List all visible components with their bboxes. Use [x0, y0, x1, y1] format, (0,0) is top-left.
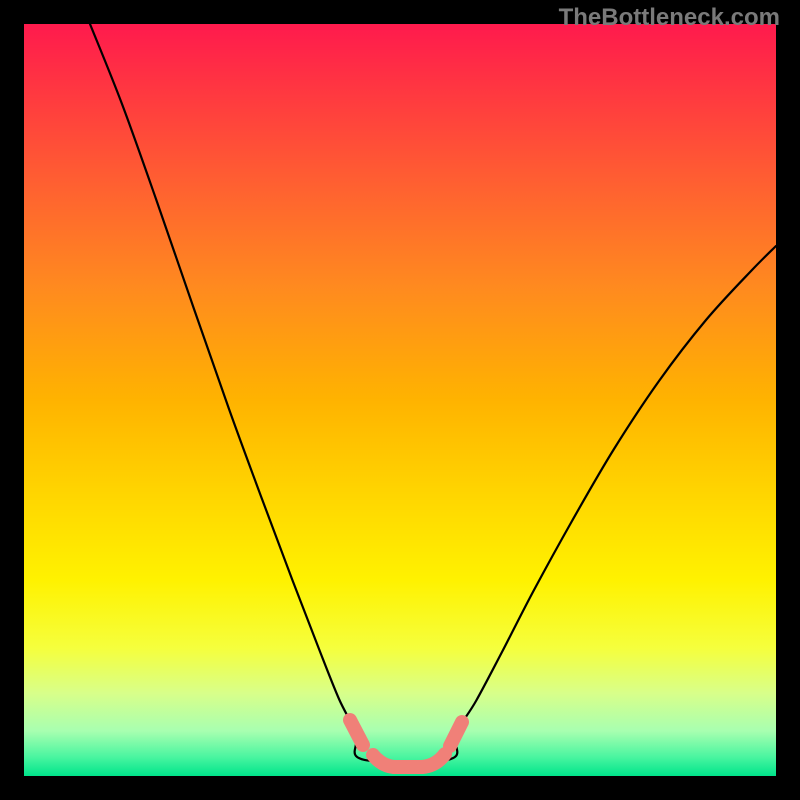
plot-area [24, 24, 776, 776]
frame: TheBottleneck.com [0, 0, 800, 800]
background-gradient [24, 24, 776, 776]
